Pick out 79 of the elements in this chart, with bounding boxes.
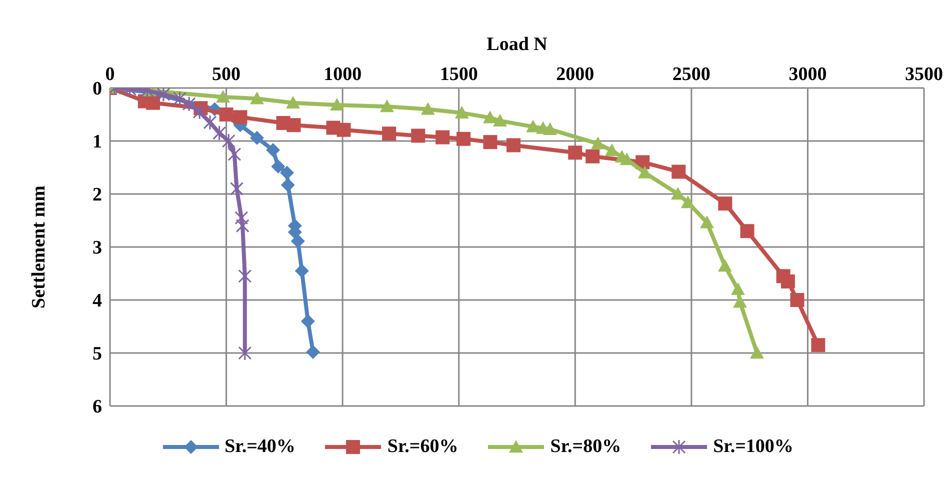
point — [483, 135, 498, 150]
legend-label: Sr.=100% — [713, 436, 794, 458]
point — [280, 166, 294, 180]
point — [506, 138, 521, 152]
x-tick-label: 1000 — [324, 64, 362, 85]
x-tick-label: 500 — [212, 64, 241, 85]
legend-label: Sr.=80% — [550, 436, 622, 458]
y-tick-label: 4 — [92, 290, 102, 312]
point — [382, 126, 396, 141]
point — [456, 132, 471, 146]
point — [294, 264, 309, 278]
point — [306, 344, 320, 359]
point — [483, 110, 498, 124]
point — [380, 100, 394, 112]
point — [233, 110, 248, 124]
point — [219, 108, 234, 122]
point — [286, 118, 301, 132]
y-tick-label: 1 — [92, 132, 102, 153]
legend-label: Sr.=40% — [224, 436, 296, 458]
point — [250, 92, 264, 104]
point — [730, 282, 745, 295]
point — [586, 149, 600, 164]
point — [700, 216, 714, 228]
point — [280, 178, 295, 192]
x-tick-label: 3000 — [788, 64, 827, 85]
point — [604, 144, 619, 156]
point — [568, 146, 582, 160]
point — [300, 314, 315, 328]
point — [238, 268, 252, 284]
point — [740, 224, 754, 238]
point — [234, 210, 248, 226]
point — [420, 102, 435, 115]
point — [718, 196, 732, 211]
point — [718, 259, 732, 272]
point — [454, 106, 469, 119]
point — [290, 234, 305, 248]
point — [680, 195, 695, 208]
point — [192, 104, 206, 120]
point — [336, 122, 351, 137]
point — [286, 96, 300, 108]
point — [182, 96, 196, 112]
x-tick-label: 2500 — [672, 64, 710, 85]
point — [638, 166, 652, 178]
point — [750, 346, 764, 359]
point — [672, 164, 686, 179]
point — [250, 130, 264, 145]
point — [146, 96, 160, 110]
point — [236, 218, 250, 234]
point — [216, 90, 230, 103]
point — [670, 187, 685, 200]
point — [173, 90, 187, 106]
y-tick-label: 5 — [92, 344, 102, 365]
y-tick-label: 2 — [92, 184, 102, 206]
legend-label: Sr.=60% — [387, 436, 458, 458]
x-tick-label: 2000 — [556, 64, 594, 85]
y-tick-label: 6 — [92, 396, 102, 418]
point — [330, 98, 344, 111]
point — [733, 295, 748, 308]
point — [436, 130, 450, 144]
point — [212, 125, 226, 141]
x-axis-title: Load N — [486, 34, 548, 55]
point — [543, 122, 558, 135]
point — [156, 88, 170, 102]
y-tick-label: 3 — [92, 238, 102, 259]
point — [266, 143, 280, 158]
point — [493, 114, 508, 126]
y-axis-title: Settlement mm — [28, 185, 50, 308]
point — [526, 120, 540, 132]
x-tick-label: 3500 — [905, 64, 943, 85]
point — [203, 114, 217, 130]
x-tick-label: 1500 — [440, 64, 478, 85]
point — [238, 345, 252, 361]
point — [411, 128, 426, 143]
point — [271, 159, 286, 174]
point — [230, 180, 244, 196]
y-tick-label: 0 — [92, 78, 102, 100]
point — [790, 293, 804, 307]
point — [811, 338, 826, 352]
point — [590, 136, 605, 150]
